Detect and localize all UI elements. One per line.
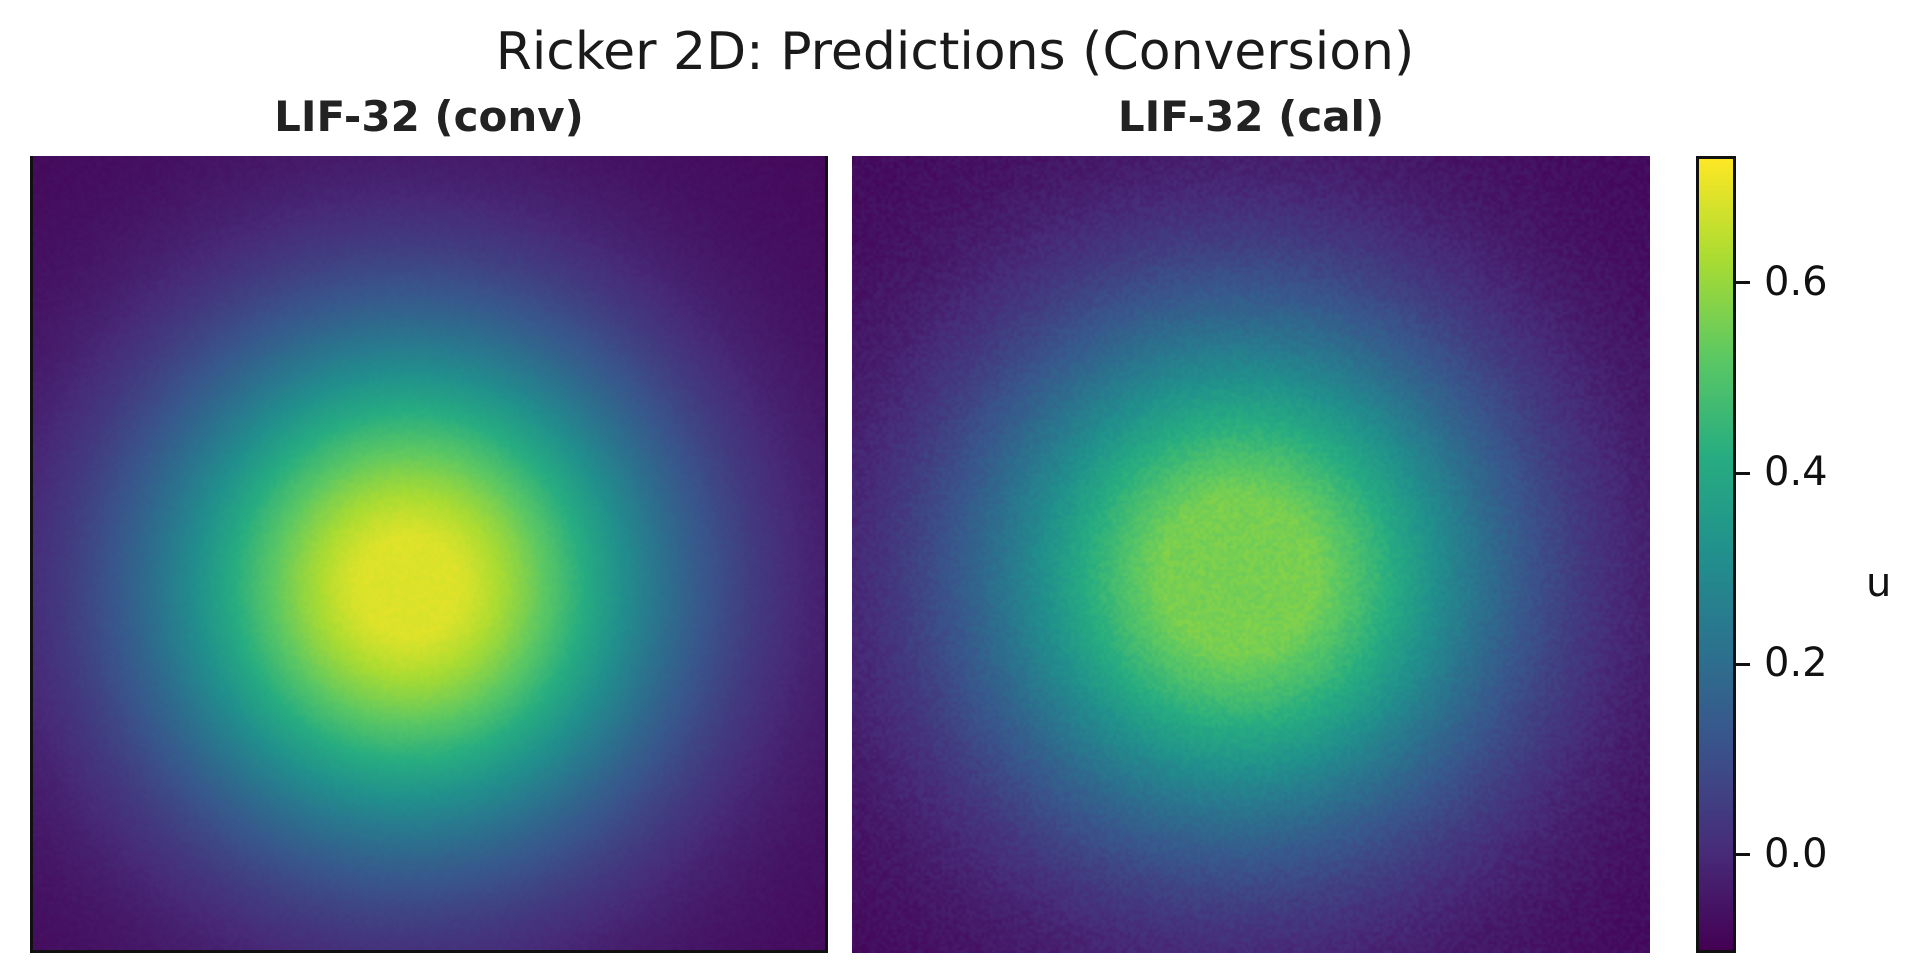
colorbar-tick-label: 0.6 — [1764, 258, 1828, 305]
colorbar-tick-label: 0.4 — [1764, 449, 1828, 496]
axis-spine-left — [30, 156, 33, 953]
panel-title-cal: LIF-32 (cal) — [1117, 92, 1385, 141]
heatmap-panel-conv — [30, 156, 828, 953]
colorbar — [1696, 156, 1736, 953]
axis-spine-right — [825, 156, 828, 953]
heatmap-panel-cal — [852, 156, 1650, 953]
colorbar-tick-label: 0.2 — [1764, 640, 1828, 687]
heatmap-cal — [852, 156, 1650, 953]
panel-title-conv: LIF-32 (conv) — [274, 92, 584, 141]
colorbar-tick — [1736, 281, 1750, 285]
colorbar-label: u — [1866, 560, 1892, 606]
figure-title: Ricker 2D: Predictions (Conversion) — [495, 22, 1415, 82]
colorbar-tick-label: 0.0 — [1764, 830, 1828, 877]
colorbar-tick — [1736, 662, 1750, 666]
colorbar-gradient — [1699, 159, 1733, 950]
colorbar-tick — [1736, 471, 1750, 475]
colorbar-tick — [1736, 853, 1750, 857]
heatmap-conv — [30, 156, 828, 953]
axis-spine-bottom — [30, 950, 828, 953]
